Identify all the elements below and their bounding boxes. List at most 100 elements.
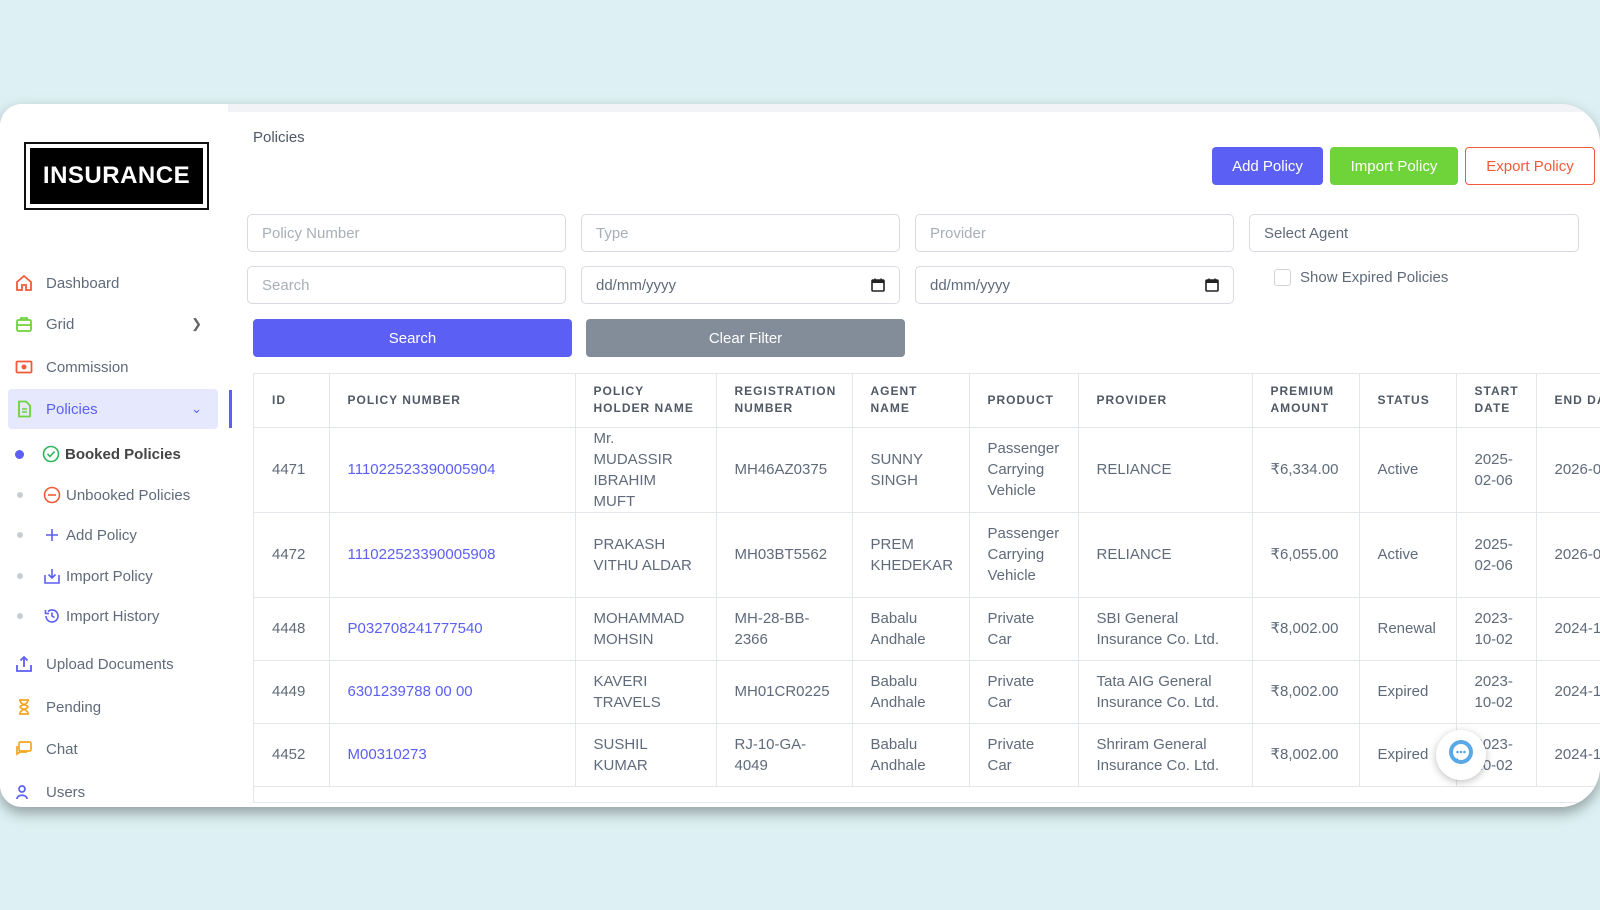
- sidebar-subitem-booked-policies[interactable]: Booked Policies: [14, 438, 181, 470]
- cell-product: Passenger Carrying Vehicle: [969, 512, 1079, 598]
- sidebar-item-label: Dashboard: [46, 274, 120, 292]
- sidebar-subitem-label: Booked Policies: [65, 445, 181, 463]
- bullet-dot: [17, 613, 23, 619]
- cell-product: Passenger Carrying Vehicle: [969, 427, 1079, 513]
- calendar-icon[interactable]: [871, 278, 885, 296]
- table-row[interactable]: 4472 111022523390005908 PRAKASH VITHU AL…: [254, 512, 1600, 598]
- cell-end-date: 2026-02-05: [1536, 512, 1600, 598]
- cell-status: Active: [1359, 512, 1457, 598]
- column-header[interactable]: PROVIDER: [1078, 374, 1253, 428]
- bullet-dot: [17, 573, 23, 579]
- main-content: Policies Add Policy Import Policy Export…: [228, 104, 1600, 807]
- add-policy-button[interactable]: Add Policy: [1212, 147, 1323, 185]
- search-input[interactable]: Search: [247, 266, 566, 304]
- column-header[interactable]: PREMIUM AMOUNT: [1252, 374, 1360, 428]
- bullet-dot: [17, 532, 23, 538]
- column-header[interactable]: ID: [254, 374, 330, 428]
- cell-premium: ₹8,002.00: [1252, 660, 1360, 724]
- column-header[interactable]: REGISTRATION NUMBER: [716, 374, 853, 428]
- bullet-dot: [17, 492, 23, 498]
- cell-end-date: 2024-10-01: [1536, 660, 1600, 724]
- cell-policy-number-link[interactable]: P032708241777540: [329, 597, 576, 661]
- policy-number-input[interactable]: Policy Number: [247, 214, 566, 252]
- sidebar-item-label: Pending: [46, 698, 102, 716]
- policies-table: ID POLICY NUMBER POLICY HOLDER NAME REGI…: [253, 373, 1600, 803]
- sidebar-item-label: Users: [46, 783, 86, 801]
- cell-provider: RELIANCE: [1078, 512, 1253, 598]
- sidebar-item-users[interactable]: Users: [8, 772, 218, 807]
- clear-filter-button[interactable]: Clear Filter: [586, 319, 905, 357]
- table-row[interactable]: 4448 P032708241777540 MOHAMMAD MOHSIN MH…: [254, 597, 1600, 661]
- column-header[interactable]: POLICY HOLDER NAME: [575, 374, 717, 428]
- cell-policy-number-link[interactable]: 6301239788 00 00: [329, 660, 576, 724]
- cell-id: 4448: [254, 597, 330, 661]
- column-header[interactable]: AGENT NAME: [852, 374, 970, 428]
- start-date-input[interactable]: dd/mm/yyyy: [581, 266, 900, 304]
- sidebar-subitem-import-history[interactable]: Import History: [14, 600, 159, 632]
- sidebar-subitem-label: Unbooked Policies: [66, 486, 191, 504]
- sidebar-item-chat[interactable]: Chat: [8, 729, 218, 769]
- column-header[interactable]: PRODUCT: [969, 374, 1079, 428]
- cell-agent: Babalu Andhale: [852, 597, 970, 661]
- agent-select[interactable]: Select Agent: [1249, 214, 1579, 252]
- cell-provider: RELIANCE: [1078, 427, 1253, 513]
- sidebar-item-dashboard[interactable]: Dashboard: [8, 263, 218, 303]
- type-input[interactable]: Type: [581, 214, 900, 252]
- import-icon: [41, 565, 63, 587]
- logo-text: INSURANCE: [30, 148, 203, 204]
- sidebar-item-grid[interactable]: Grid ❯: [8, 304, 218, 344]
- cell-product: Private Car: [969, 723, 1079, 787]
- cell-agent: Babalu Andhale: [852, 723, 970, 787]
- sidebar-subitem-unbooked-policies[interactable]: Unbooked Policies: [14, 479, 190, 511]
- cell-provider: SBI General Insurance Co. Ltd.: [1078, 597, 1253, 661]
- users-icon: [12, 780, 36, 804]
- sidebar-item-policies[interactable]: Policies ⌄: [8, 389, 218, 429]
- cell-holder: MOHAMMAD MOHSIN: [575, 597, 717, 661]
- column-header[interactable]: STATUS: [1359, 374, 1457, 428]
- table-row[interactable]: 4452 M00310273 SUSHIL KUMAR RJ-10-GA-404…: [254, 723, 1600, 787]
- table-row[interactable]: 4449 6301239788 00 00 KAVERI TRAVELS MH0…: [254, 660, 1600, 724]
- cell-policy-number-link[interactable]: M00310273: [329, 723, 576, 787]
- end-date-input[interactable]: dd/mm/yyyy: [915, 266, 1234, 304]
- sidebar-item-pending[interactable]: Pending: [8, 687, 218, 727]
- cell-product: Private Car: [969, 597, 1079, 661]
- sidebar-item-label: Upload Documents: [46, 655, 174, 673]
- sidebar-subitem-import-policy[interactable]: Import Policy: [14, 560, 153, 592]
- search-button[interactable]: Search: [253, 319, 572, 357]
- start-date-value: dd/mm/yyyy: [596, 276, 677, 294]
- cell-registration: MH03BT5562: [716, 512, 853, 598]
- cell-policy-number-link[interactable]: 111022523390005904: [329, 427, 576, 513]
- cell-premium: ₹8,002.00: [1252, 597, 1360, 661]
- checkbox-box[interactable]: [1274, 269, 1291, 286]
- chat-bubble-icon: [1446, 738, 1476, 773]
- column-header[interactable]: POLICY NUMBER: [329, 374, 576, 428]
- breadcrumb: Policies: [253, 129, 305, 146]
- cell-policy-number-link[interactable]: 111022523390005908: [329, 512, 576, 598]
- sidebar-item-commission[interactable]: Commission: [8, 347, 218, 387]
- cell-holder: KAVERI TRAVELS: [575, 660, 717, 724]
- money-icon: [12, 355, 36, 379]
- column-header[interactable]: START DATE: [1456, 374, 1537, 428]
- provider-input[interactable]: Provider: [915, 214, 1234, 252]
- sidebar-item-upload-documents[interactable]: Upload Documents: [8, 644, 218, 684]
- column-header[interactable]: END DATE: [1536, 374, 1600, 428]
- logo[interactable]: INSURANCE: [24, 142, 209, 210]
- calendar-icon[interactable]: [1205, 278, 1219, 296]
- cell-registration: MH01CR0225: [716, 660, 853, 724]
- table-row[interactable]: 4471 111022523390005904 Mr. MUDASSIR IBR…: [254, 427, 1600, 513]
- cell-premium: ₹8,002.00: [1252, 723, 1360, 787]
- sidebar-item-label: Grid: [46, 315, 75, 333]
- cell-registration: RJ-10-GA-4049: [716, 723, 853, 787]
- cell-start-date: 2025-02-06: [1456, 427, 1537, 513]
- import-policy-button[interactable]: Import Policy: [1330, 147, 1458, 185]
- upload-icon: [12, 652, 36, 676]
- cell-holder: SUSHIL KUMAR: [575, 723, 717, 787]
- sidebar-subitem-add-policy[interactable]: Add Policy: [14, 519, 137, 551]
- cell-start-date: 2023-10-02: [1456, 597, 1537, 661]
- cell-premium: ₹6,334.00: [1252, 427, 1360, 513]
- chat-support-button[interactable]: [1436, 730, 1486, 780]
- cell-status: Renewal: [1359, 597, 1457, 661]
- export-policy-button[interactable]: Export Policy: [1465, 147, 1595, 185]
- show-expired-checkbox[interactable]: Show Expired Policies: [1274, 269, 1448, 286]
- cell-end-date: 2024-10-01: [1536, 723, 1600, 787]
